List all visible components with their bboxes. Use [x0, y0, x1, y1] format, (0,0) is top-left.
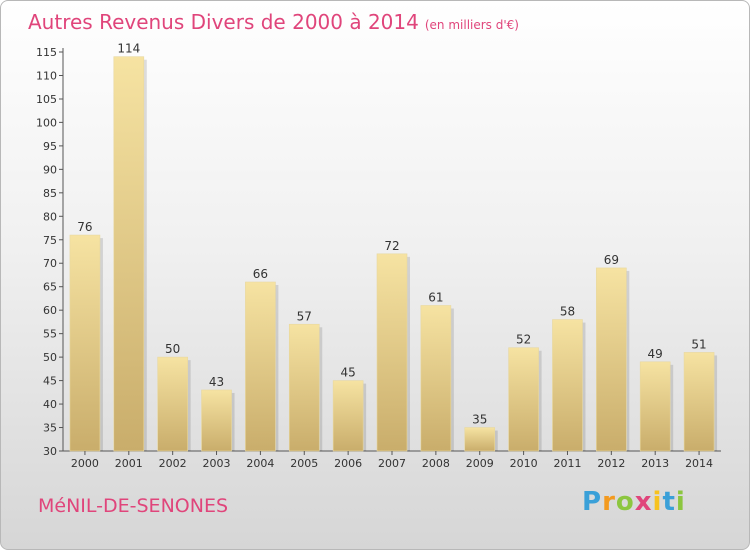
bar-2007	[376, 253, 408, 452]
x-tick-label: 2013	[641, 457, 669, 470]
value-label: 52	[516, 333, 531, 347]
chart-title-text: Autres Revenus Divers de 2000 à 2014	[28, 10, 419, 34]
y-tick-label: 35	[43, 422, 57, 435]
y-tick-label: 80	[43, 210, 57, 223]
x-tick-label: 2007	[378, 457, 406, 470]
x-tick-label: 2001	[115, 457, 143, 470]
y-tick-label: 70	[43, 257, 57, 270]
bar-2004	[245, 281, 276, 452]
value-label: 50	[165, 342, 180, 356]
y-tick-label: 55	[43, 328, 57, 341]
y-tick-label: 95	[43, 140, 57, 153]
logo-letter: r	[602, 487, 616, 517]
value-label: 76	[77, 220, 92, 234]
bar-2001	[113, 56, 145, 452]
logo-letter: o	[615, 487, 635, 517]
x-tick-label: 2002	[159, 457, 187, 470]
x-tick-label: 2003	[203, 457, 231, 470]
y-tick-label: 105	[36, 93, 57, 106]
y-tick-label: 100	[36, 116, 57, 129]
x-tick-label: 2012	[597, 457, 625, 470]
chart-title: Autres Revenus Divers de 2000 à 2014 (en …	[28, 10, 519, 34]
y-tick-label: 40	[43, 398, 57, 411]
value-label: 49	[648, 347, 663, 361]
y-tick-label: 90	[43, 163, 57, 176]
y-tick-label: 60	[43, 304, 57, 317]
value-label: 45	[340, 366, 355, 380]
x-tick-label: 2000	[71, 457, 99, 470]
bar-2014	[683, 352, 715, 452]
chart-subtitle: (en milliers d'€)	[424, 18, 519, 32]
bar-2012	[596, 267, 627, 452]
x-tick-label: 2009	[466, 457, 494, 470]
value-label: 57	[297, 309, 312, 323]
y-tick-label: 45	[43, 375, 57, 388]
bar-2010	[508, 347, 539, 452]
x-tick-label: 2008	[422, 457, 450, 470]
bar-2013	[639, 361, 671, 452]
logo-letter: t	[662, 487, 676, 517]
y-tick-label: 115	[36, 46, 57, 59]
bar-2009	[464, 427, 496, 452]
bar-2000	[69, 234, 101, 452]
logo-letter: i	[675, 487, 686, 517]
x-tick-label: 2004	[246, 457, 274, 470]
y-tick-label: 110	[36, 69, 57, 82]
value-label: 72	[384, 239, 399, 253]
value-label: 61	[428, 290, 443, 304]
x-tick-label: 2014	[685, 457, 713, 470]
value-label: 58	[560, 305, 575, 319]
value-label: 66	[253, 267, 268, 281]
bar-2003	[201, 389, 232, 452]
logo-letter: i	[652, 487, 663, 517]
value-label: 43	[209, 375, 224, 389]
x-tick-label: 2011	[553, 457, 581, 470]
y-tick-label: 75	[43, 234, 57, 247]
y-tick-label: 30	[43, 445, 57, 458]
bar-2006	[332, 380, 364, 452]
proxiti-logo: Proxiti	[582, 487, 686, 517]
x-tick-label: 2006	[334, 457, 362, 470]
value-label: 114	[117, 42, 140, 56]
value-label: 35	[472, 413, 487, 427]
y-tick-label: 85	[43, 187, 57, 200]
bar-2005	[288, 323, 320, 452]
x-tick-label: 2005	[290, 457, 318, 470]
bar-2008	[420, 305, 452, 452]
y-tick-label: 50	[43, 351, 57, 364]
logo-letter: P	[582, 487, 603, 517]
value-label: 51	[691, 337, 706, 351]
value-label: 69	[604, 253, 619, 267]
bar-2002	[157, 356, 188, 452]
x-tick-label: 2010	[510, 457, 538, 470]
commune-name: MéNIL-DE-SENONES	[38, 495, 229, 517]
logo-letter: x	[634, 487, 653, 517]
bar-2011	[552, 319, 583, 452]
y-tick-label: 65	[43, 281, 57, 294]
